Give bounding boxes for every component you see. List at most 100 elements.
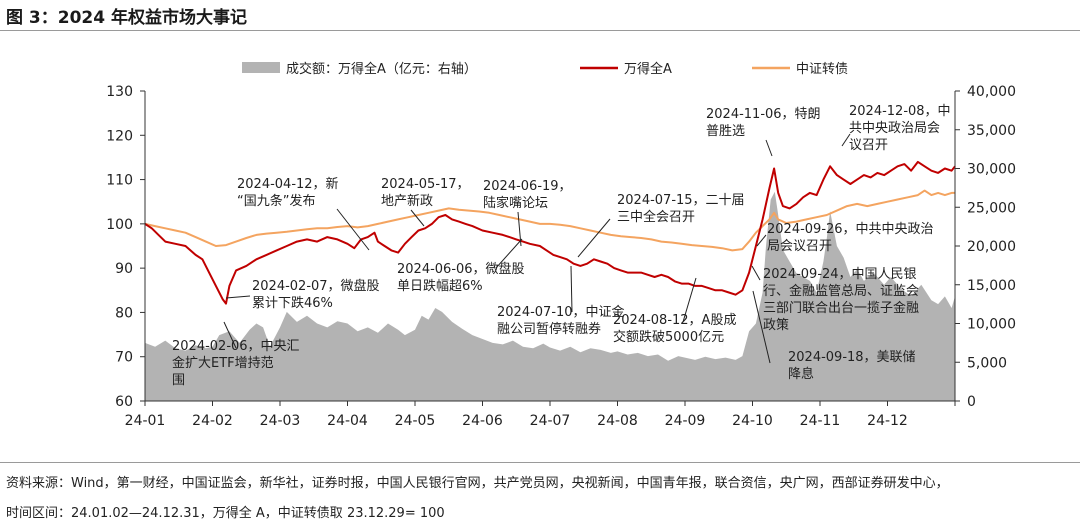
x-tick-label: 24-03 bbox=[260, 413, 301, 429]
left-tick-label: 130 bbox=[106, 84, 133, 100]
annotation-text-line: 政策 bbox=[763, 317, 789, 333]
annotation-text-line: 2024-08-12，A股成 bbox=[613, 313, 736, 328]
legend-label-cb-index: 中证转债 bbox=[796, 62, 848, 77]
annotation-text-line: 2024-02-06，中央汇 bbox=[172, 339, 300, 354]
turnover-area bbox=[145, 191, 955, 401]
x-tick-label: 24-07 bbox=[530, 413, 571, 429]
right-tick-label: 40,000 bbox=[967, 84, 1016, 100]
annotation-leader-line bbox=[225, 295, 251, 299]
legend-swatch-turnover bbox=[242, 62, 280, 73]
title-rule bbox=[0, 30, 1080, 31]
left-tick-label: 90 bbox=[115, 261, 133, 277]
x-tick-label: 24-02 bbox=[192, 413, 233, 429]
period-note: 时间区间：24.01.02—24.12.31，万得全 A，中证转债取 23.12… bbox=[6, 506, 445, 521]
annotation-text-line: 共中央政治局会 bbox=[849, 121, 940, 136]
left-tick-label: 110 bbox=[106, 173, 133, 189]
annotation-leader-line bbox=[495, 238, 523, 269]
annotation-leader-line bbox=[752, 290, 771, 364]
annotation-text-line: 议召开 bbox=[849, 138, 888, 153]
annotation-text-line: 2024-04-12，新 bbox=[237, 176, 339, 192]
annotation-text-line: 围 bbox=[172, 373, 185, 388]
source-rule bbox=[0, 462, 1080, 463]
annotation-a6: 2024-06-19，陆家嘴论坛 bbox=[483, 179, 572, 247]
annotation-text-line: 2024-09-26，中共中央政治 bbox=[767, 222, 934, 237]
annotation-leader-line bbox=[765, 139, 773, 157]
annotation-text-line: 三中全会召开 bbox=[617, 209, 695, 225]
x-tick-label: 24-06 bbox=[462, 413, 503, 429]
wind-a-line bbox=[144, 160, 956, 305]
annotation-text-line: 三部门联合出台一揽子金融 bbox=[763, 300, 919, 316]
annotation-text-line: 2024-02-07，微盘股 bbox=[252, 278, 380, 294]
legend: 成交额：万得全A（亿元：右轴） 万得全A 中证转债 bbox=[242, 61, 848, 77]
annotation-text-line: 2024-07-15，二十届 bbox=[617, 193, 745, 208]
annotation-leader-line bbox=[517, 211, 522, 247]
annotation-leader-line bbox=[223, 321, 237, 349]
annotation-leader-line bbox=[577, 218, 611, 258]
right-tick-label: 5,000 bbox=[967, 355, 1007, 371]
x-tick-label: 24-11 bbox=[800, 413, 841, 429]
annotation-text-line: 行、金融监管总局、证监会 bbox=[763, 283, 919, 299]
turnover-area-layer bbox=[145, 191, 955, 401]
cb-index-line bbox=[144, 189, 955, 252]
annotation-leader-line bbox=[756, 234, 767, 247]
right-tick-label: 25,000 bbox=[967, 200, 1016, 216]
annotation-text-line: 陆家嘴论坛 bbox=[483, 195, 548, 211]
x-tick-label: 24-05 bbox=[395, 413, 436, 429]
annotation-text-line: 2024-06-06，微盘股 bbox=[397, 261, 525, 277]
x-tick-label: 24-09 bbox=[665, 413, 706, 429]
annotation-leader-line bbox=[841, 133, 851, 147]
annotation-text-line: 局会议召开 bbox=[767, 239, 832, 254]
x-tick-label: 24-01 bbox=[125, 413, 166, 429]
right-tick-label: 0 bbox=[967, 394, 976, 410]
annotation-text-line: 2024-06-19， bbox=[483, 179, 572, 194]
x-tick-label: 24-12 bbox=[867, 413, 908, 429]
left-tick-label: 80 bbox=[115, 305, 133, 321]
legend-label-turnover: 成交额：万得全A（亿元：右轴） bbox=[286, 61, 477, 77]
figure-title: 图 3：2024 年权益市场大事记 bbox=[6, 8, 247, 28]
annotation-text-line: 2024-07-10，中证金 bbox=[497, 304, 625, 320]
left-tick-label: 120 bbox=[106, 128, 133, 144]
x-tick-label: 24-08 bbox=[597, 413, 638, 429]
right-tick-label: 30,000 bbox=[967, 162, 1016, 178]
annotation-a3: 2024-04-12，新“国九条”发布 bbox=[237, 176, 370, 251]
x-tick-label: 24-10 bbox=[732, 413, 773, 429]
annotation-text-line: 2024-09-24，中国人民银 bbox=[763, 267, 917, 282]
source-note: 资料来源：Wind，第一财经，中国证监会，新华社，证券时报，中国人民银行官网，共… bbox=[6, 476, 949, 491]
annotation-text-line: 融公司暂停转融券 bbox=[497, 321, 601, 337]
annotation-leader-line bbox=[682, 277, 697, 323]
annotation-leader-line bbox=[410, 209, 425, 227]
annotation-text-line: 普胜选 bbox=[706, 124, 745, 139]
annotation-text-line: 2024-11-06，特朗 bbox=[706, 107, 821, 122]
chart: 成交额：万得全A（亿元：右轴） 万得全A 中证转债 60 70 80 90 100 110 12… bbox=[106, 61, 1016, 429]
annotation-leader-line bbox=[570, 265, 573, 313]
annotation-text-line: 2024-12-08，中 bbox=[849, 104, 951, 119]
annotation-text-line: 金扩大ETF增持范 bbox=[172, 355, 274, 371]
x-tick-label: 24-04 bbox=[327, 413, 368, 429]
annotation-a11: 2024-09-24，中国人民银行、金融监管总局、证监会三部门联合出台一揽子金融… bbox=[751, 265, 919, 333]
annotation-text-line: 降息 bbox=[788, 366, 814, 382]
legend-label-wind-a: 万得全A bbox=[624, 61, 672, 77]
right-tick-label: 35,000 bbox=[967, 123, 1016, 139]
right-tick-label: 20,000 bbox=[967, 239, 1016, 255]
left-tick-label: 70 bbox=[115, 350, 133, 366]
annotation-text-line: 累计下跌46% bbox=[252, 295, 333, 311]
axes: 60 70 80 90 100 110 120 130 0 5,000 10,000 15,000 20… bbox=[106, 84, 1016, 429]
annotation-text-line: 交额跌破5000亿元 bbox=[613, 329, 724, 345]
annotation-text-line: “国九条”发布 bbox=[237, 193, 315, 209]
annotation-leader-line bbox=[336, 208, 370, 251]
annotation-text-line: 单日跌幅超6% bbox=[397, 278, 483, 294]
index-lines-layer bbox=[144, 160, 956, 305]
annotation-a4: 2024-05-17，地产新政 bbox=[381, 177, 470, 227]
left-tick-label: 60 bbox=[115, 394, 133, 410]
